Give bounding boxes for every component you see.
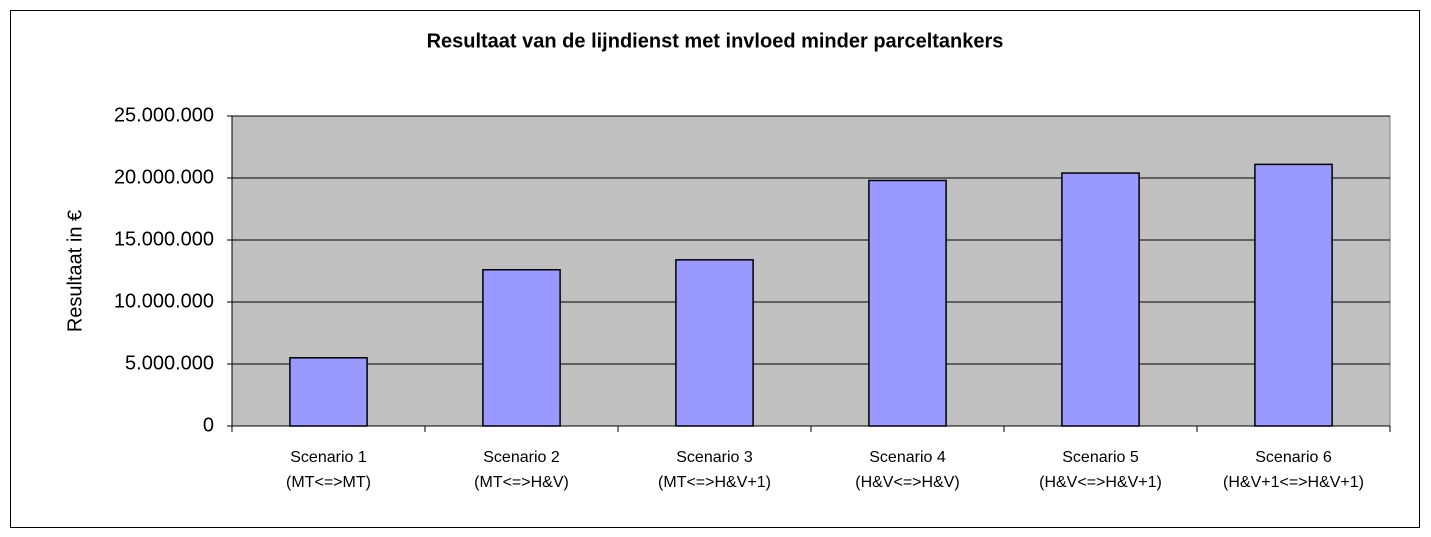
bar (289, 357, 368, 427)
y-tick-label: 25.000.000 (114, 104, 214, 126)
x-tick-label: Scenario 2 (483, 449, 560, 466)
x-tick-label: Scenario 6 (1255, 449, 1332, 466)
y-tick-label: 20.000.000 (114, 166, 214, 188)
chart-title: Resultaat van de lijndienst met invloed … (427, 30, 1004, 52)
bar (675, 259, 754, 427)
y-tick-label: 10.000.000 (114, 290, 214, 312)
plot-area (231, 115, 1391, 427)
x-tick-label: Scenario 1 (290, 449, 367, 466)
y-axis-title: Resultaat in € (64, 210, 86, 332)
x-tick-label: (MT<=>H&V) (474, 474, 569, 491)
x-tick-label: (H&V<=>H&V+1) (1039, 474, 1162, 491)
x-tick-label: (MT<=>H&V+1) (658, 474, 771, 491)
bar (482, 269, 561, 427)
y-tick-label: 0 (203, 414, 214, 436)
bar (1061, 172, 1140, 427)
x-tick-label: (MT<=>MT) (286, 474, 371, 491)
y-tick-label: 15.000.000 (114, 228, 214, 250)
bar (1254, 163, 1333, 427)
y-tick-label: 5.000.000 (125, 352, 214, 374)
x-tick-label: (H&V<=>H&V) (855, 474, 959, 491)
x-tick-label: Scenario 3 (676, 449, 753, 466)
x-tick-label: Scenario 4 (869, 449, 946, 466)
x-tick-label: Scenario 5 (1062, 449, 1139, 466)
bar (868, 179, 947, 427)
x-tick-label: (H&V+1<=>H&V+1) (1223, 474, 1364, 491)
